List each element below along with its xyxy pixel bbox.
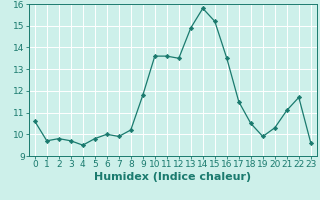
- X-axis label: Humidex (Indice chaleur): Humidex (Indice chaleur): [94, 172, 252, 182]
